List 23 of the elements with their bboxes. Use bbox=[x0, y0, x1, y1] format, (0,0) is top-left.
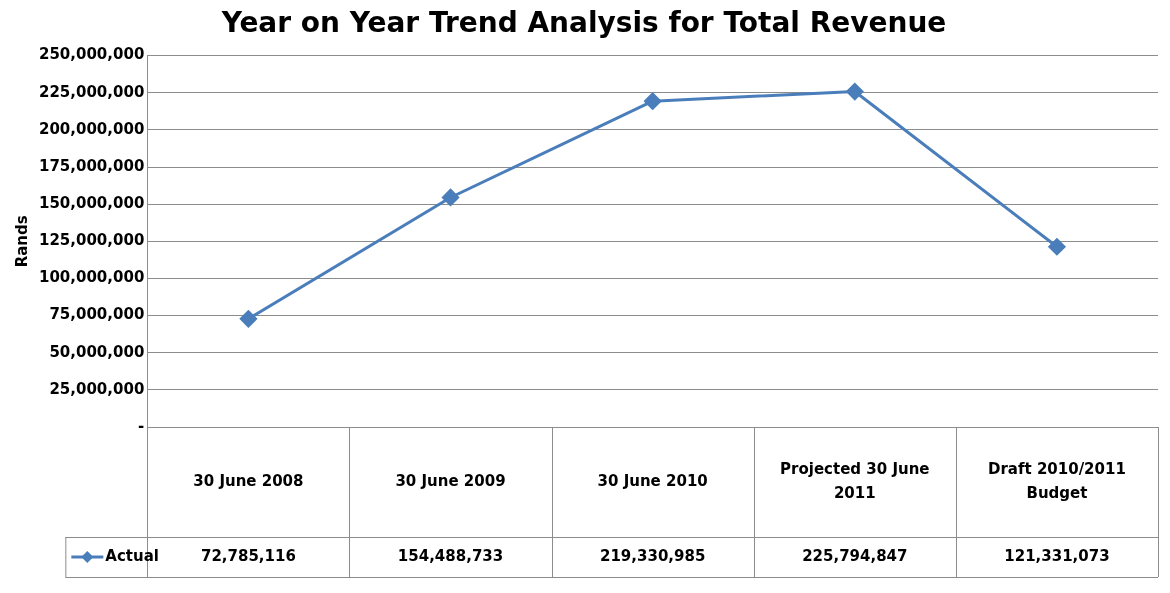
y-tick-label: 200,000,000 bbox=[38, 119, 145, 138]
y-tick-label: 100,000,000 bbox=[38, 268, 145, 287]
x-tick-label: 30 June 2009 bbox=[395, 471, 506, 490]
data-label: 154,488,733 bbox=[397, 546, 504, 565]
chart-title: Year on Year Trend Analysis for Total Revenue bbox=[220, 6, 947, 40]
x-tick-label: 30 June 2010 bbox=[597, 471, 708, 490]
data-label: 72,785,116 bbox=[200, 546, 296, 565]
x-tick-label: Projected 30 June 2011 bbox=[780, 459, 930, 502]
data-label: 225,794,847 bbox=[802, 546, 908, 565]
y-tick-label: 50,000,000 bbox=[49, 342, 145, 361]
y-tick-label: 25,000,000 bbox=[49, 379, 145, 398]
y-tick-label: 175,000,000 bbox=[38, 156, 145, 175]
x-tick-label: 30 June 2008 bbox=[193, 471, 304, 490]
y-tick-label: 250,000,000 bbox=[38, 45, 145, 64]
data-label: 219,330,985 bbox=[599, 546, 706, 565]
data-label: 121,331,073 bbox=[1004, 546, 1110, 565]
y-tick-label: 150,000,000 bbox=[38, 194, 145, 213]
y-tick-label: - bbox=[138, 416, 145, 435]
y-axis-title: Rands bbox=[12, 215, 31, 268]
x-tick-label: Draft 2010/2011 Budget bbox=[988, 459, 1126, 502]
y-tick-label: 75,000,000 bbox=[49, 305, 145, 324]
y-tick-label: 225,000,000 bbox=[38, 82, 145, 101]
y-tick-label: 125,000,000 bbox=[38, 231, 145, 250]
